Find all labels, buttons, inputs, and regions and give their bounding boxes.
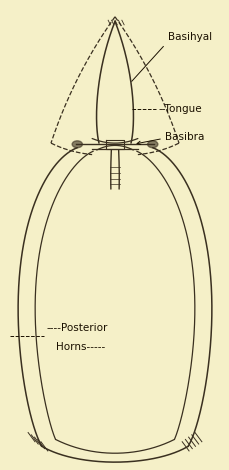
Text: Horns-----: Horns----- bbox=[55, 342, 104, 352]
Ellipse shape bbox=[72, 141, 82, 148]
Text: Basihyal: Basihyal bbox=[167, 32, 211, 42]
Text: ----Posterior: ----Posterior bbox=[46, 322, 107, 333]
Ellipse shape bbox=[147, 141, 157, 148]
Text: --Tongue: --Tongue bbox=[158, 104, 201, 114]
Text: Basibra: Basibra bbox=[165, 133, 204, 142]
